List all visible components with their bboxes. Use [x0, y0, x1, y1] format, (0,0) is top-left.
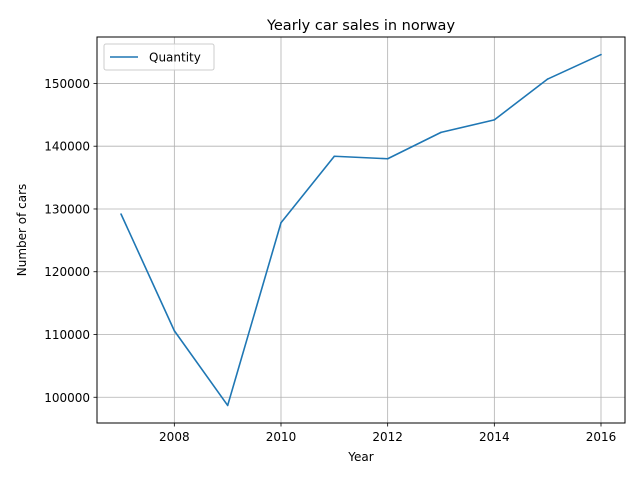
series-layer [120, 53, 602, 407]
x-tick-label: 2014 [479, 430, 510, 444]
data-point [226, 404, 229, 407]
x-tick-label: 2008 [159, 430, 190, 444]
series-line-quantity [120, 53, 602, 407]
y-tick-label: 120000 [44, 265, 90, 279]
data-point [440, 131, 442, 134]
x-tick-label: 2016 [586, 430, 617, 444]
plot-frame [96, 36, 626, 424]
chart-title: Yearly car sales in norway [266, 18, 455, 34]
y-tick-label: 150000 [44, 77, 90, 91]
y-tick-label: 100000 [44, 391, 90, 405]
x-tick-label: 2012 [372, 430, 403, 444]
y-axis-ticks: 100000 110000 120000 130000 140000 150000 [44, 77, 97, 405]
y-tick-label: 110000 [44, 328, 90, 342]
data-point [493, 119, 496, 121]
legend-label-quantity: Quantity [149, 51, 201, 65]
legend-box [103, 43, 215, 71]
data-point [333, 155, 336, 158]
y-tick-label: 130000 [44, 202, 90, 216]
x-tick-label: 2010 [266, 430, 297, 444]
data-point [546, 78, 549, 80]
x-axis-label: Year [347, 450, 373, 464]
data-point [600, 53, 602, 56]
legend: Quantity [103, 43, 215, 71]
grid-lines [97, 37, 625, 423]
y-tick-label: 140000 [44, 140, 90, 154]
y-axis-label: Number of cars [15, 184, 29, 277]
data-point [386, 157, 389, 160]
data-point [120, 213, 122, 215]
x-axis-ticks: 2008 2010 2012 2014 2016 [159, 423, 616, 444]
data-point [173, 329, 176, 332]
data-point [280, 221, 282, 224]
